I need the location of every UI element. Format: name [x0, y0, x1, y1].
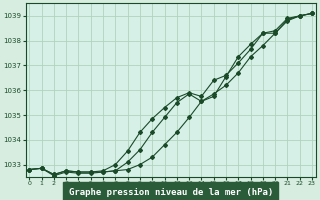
X-axis label: Graphe pression niveau de la mer (hPa): Graphe pression niveau de la mer (hPa)	[68, 188, 273, 197]
